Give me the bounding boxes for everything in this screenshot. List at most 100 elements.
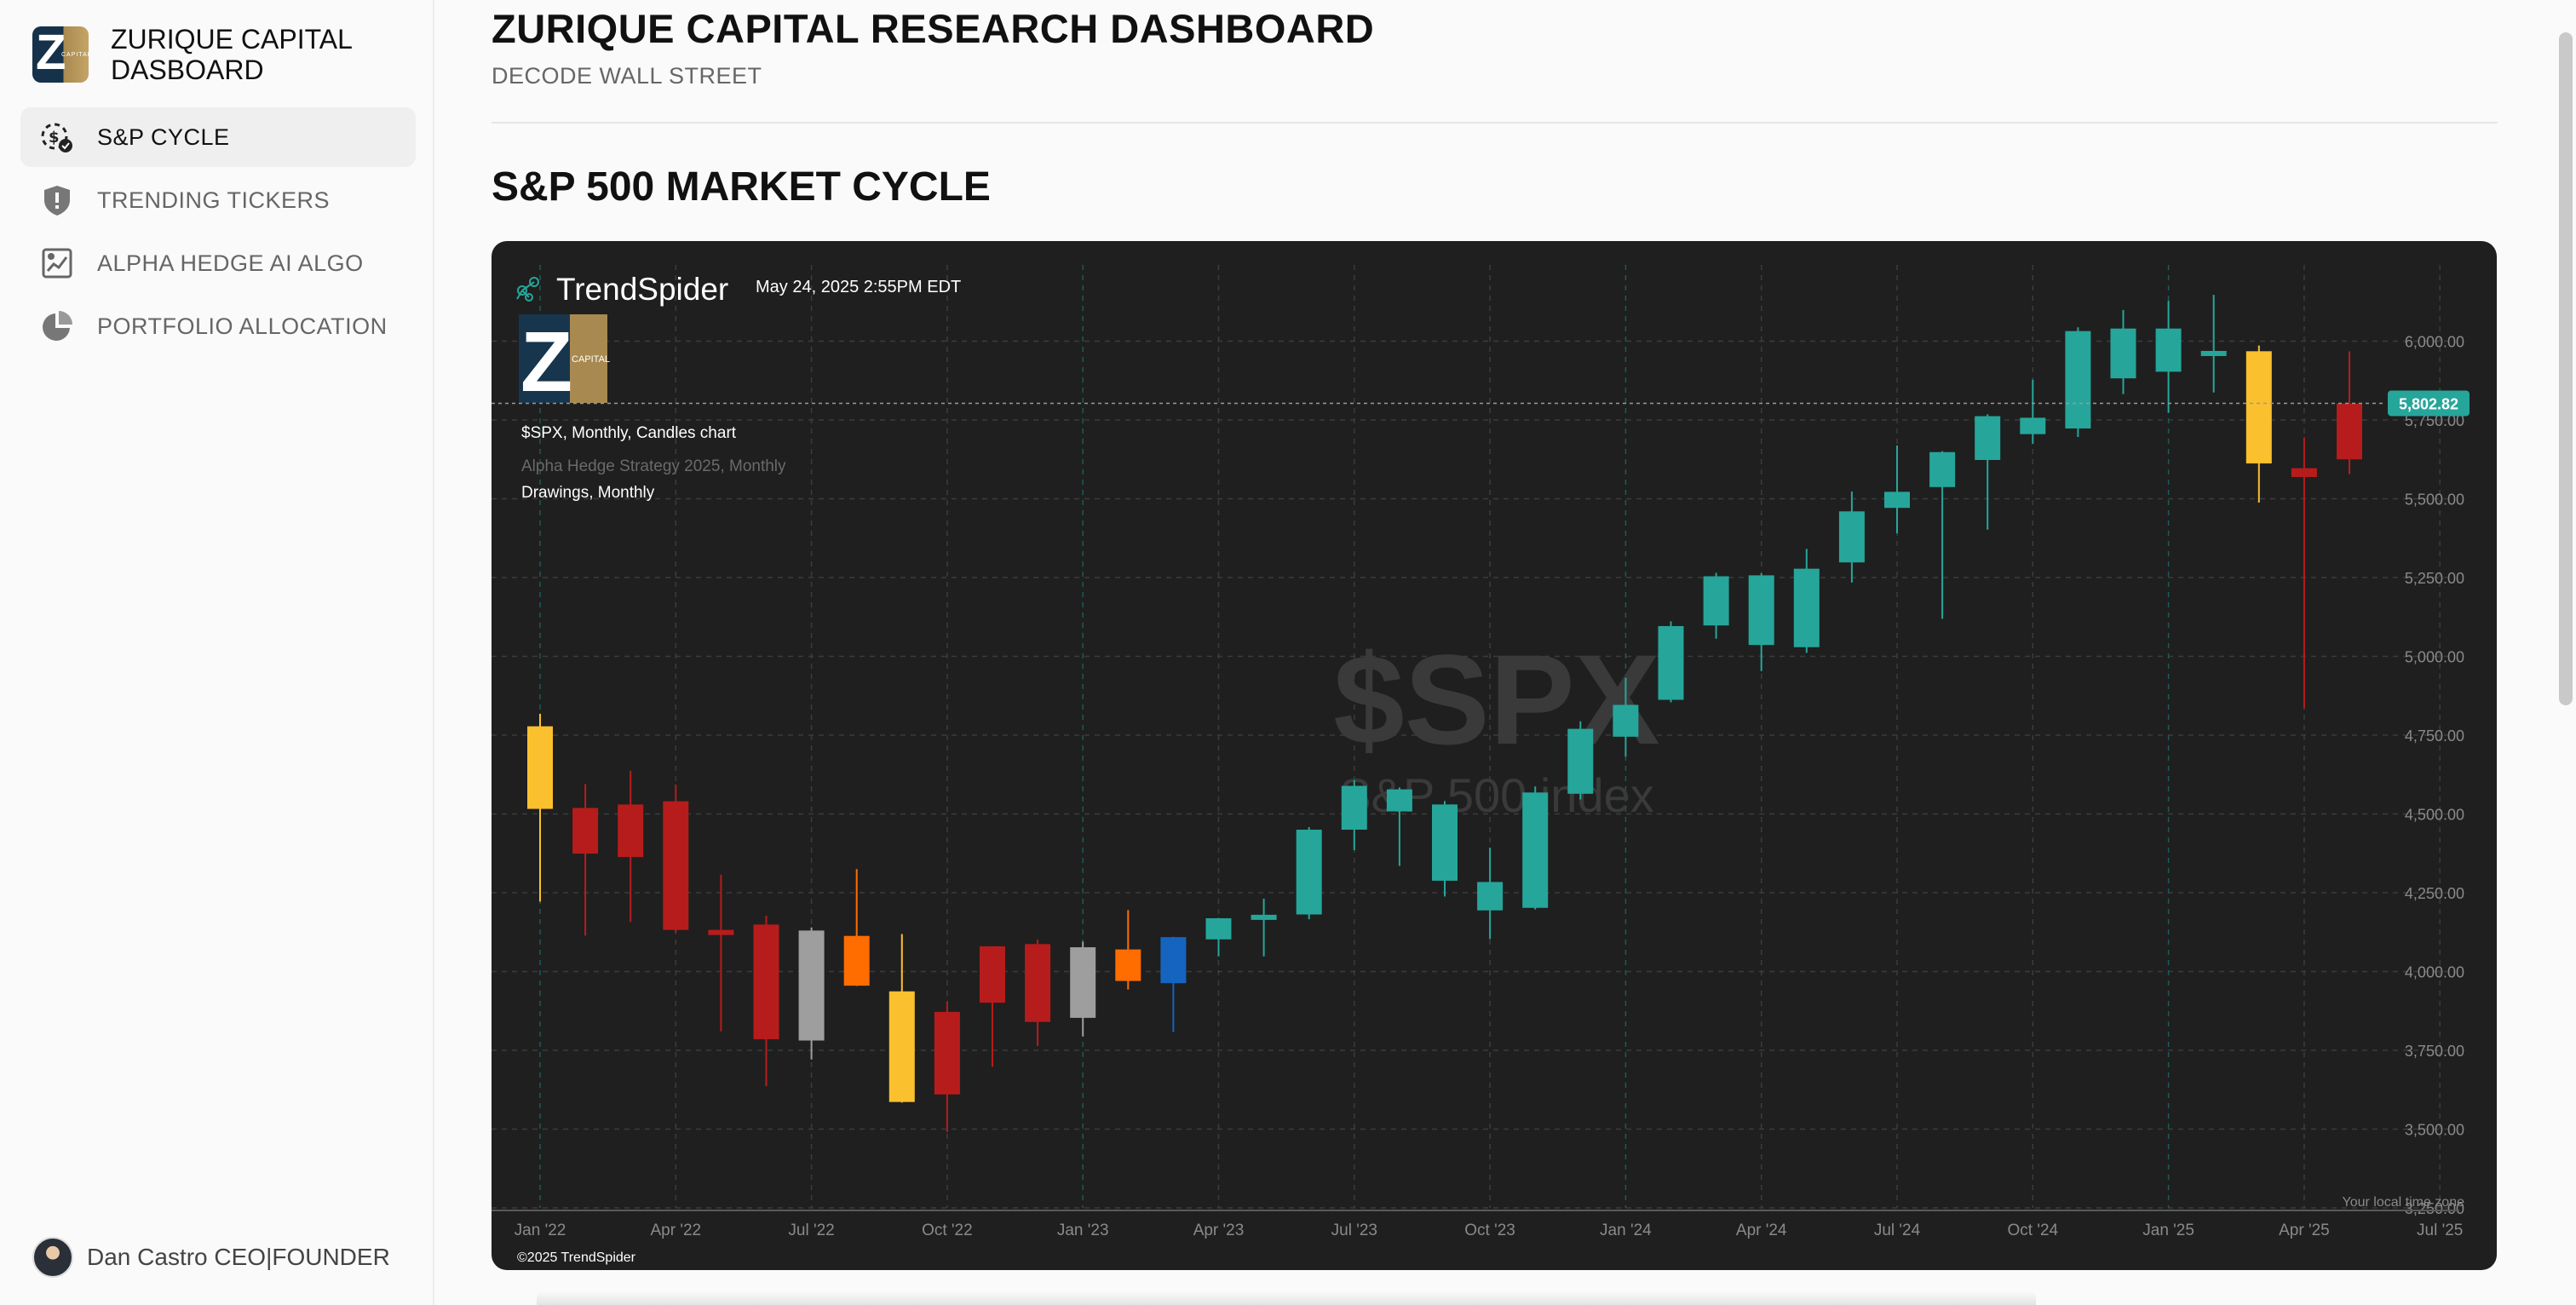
candle-body bbox=[1386, 789, 1412, 812]
sidebar-item-portfolio-allocation[interactable]: PORTFOLIO ALLOCATION bbox=[20, 296, 416, 356]
x-tick-label: Jan '23 bbox=[1057, 1222, 1109, 1239]
candle-body bbox=[1793, 568, 1820, 647]
candle-body bbox=[2020, 417, 2046, 434]
candle-body bbox=[1975, 416, 2001, 460]
chart-footer-copyright: ©2025 TrendSpider bbox=[517, 1250, 636, 1265]
y-tick-label: 5,500.00 bbox=[2405, 492, 2464, 509]
candle-body bbox=[798, 930, 825, 1041]
pie-chart-icon bbox=[39, 308, 75, 344]
zurique-logo-letter: Z bbox=[520, 314, 572, 410]
last-price-label: 5,802.82 bbox=[2399, 395, 2458, 412]
y-tick-label: 3,250.00 bbox=[2405, 1200, 2464, 1217]
sidebar-item-label: PORTFOLIO ALLOCATION bbox=[97, 313, 388, 339]
zurique-logo-sub: CAPITAL bbox=[572, 354, 610, 365]
brand-logo-letter: Z bbox=[36, 26, 66, 80]
svg-text:$: $ bbox=[49, 129, 60, 147]
x-tick-label: Jan '25 bbox=[2142, 1222, 2194, 1239]
section-title: S&P 500 MARKET CYCLE bbox=[492, 164, 991, 210]
last-price-badge bbox=[2388, 390, 2470, 417]
chart-brand: TrendSpider bbox=[556, 272, 728, 307]
candle-body bbox=[934, 1011, 960, 1095]
brand-title: ZURIQUE CAPITAL DASBOARD bbox=[111, 24, 352, 85]
divider bbox=[492, 122, 2498, 124]
sidebar-item-label: S&P CYCLE bbox=[97, 124, 230, 150]
x-tick-label: Jan '24 bbox=[1600, 1222, 1652, 1239]
chart-brain-icon bbox=[39, 245, 75, 281]
sidebar: Z CAPITAL ZURIQUE CAPITAL DASBOARD $ S&P… bbox=[0, 0, 434, 1305]
candle-body bbox=[888, 991, 915, 1102]
x-tick-label: Jul '25 bbox=[2417, 1222, 2463, 1239]
candle-body bbox=[2337, 403, 2362, 460]
candlestick-chart[interactable]: $SPX S&P 500 index 3,250.00 3,500.00 3,750… bbox=[492, 241, 2497, 1270]
y-tick-label: 4,500.00 bbox=[2405, 807, 2464, 824]
x-tick-label: Oct '22 bbox=[922, 1222, 973, 1239]
candle-body bbox=[1703, 576, 1729, 626]
sidebar-item-trending-tickers[interactable]: TRENDING TICKERS bbox=[20, 170, 416, 230]
page-subtitle: DECODE WALL STREET bbox=[492, 63, 762, 89]
x-tick-label: Apr '22 bbox=[650, 1222, 701, 1239]
sidebar-item-label: TRENDING TICKERS bbox=[97, 187, 331, 213]
trendspider-logo-icon bbox=[516, 277, 539, 302]
x-tick-label: Jul '24 bbox=[1874, 1222, 1921, 1239]
candle-body bbox=[843, 935, 870, 986]
sidebar-item-sp-cycle[interactable]: $ S&P CYCLE bbox=[20, 107, 416, 167]
candle-body bbox=[2110, 328, 2136, 379]
candle-body bbox=[527, 726, 553, 809]
candle-body bbox=[2155, 328, 2182, 372]
candle-body bbox=[618, 804, 644, 858]
candle-body bbox=[572, 808, 599, 854]
x-tick-label: Oct '24 bbox=[2007, 1222, 2058, 1239]
avatar bbox=[32, 1237, 73, 1278]
candle-body bbox=[1251, 914, 1277, 920]
y-tick-label: 4,750.00 bbox=[2405, 727, 2464, 744]
candle-body bbox=[1205, 917, 1232, 940]
sidebar-nav: $ S&P CYCLE TRENDING TICKERS bbox=[20, 107, 416, 359]
x-tick-label: Jul '23 bbox=[1331, 1222, 1377, 1239]
y-tick-label: 3,500.00 bbox=[2405, 1122, 2464, 1139]
sidebar-item-alpha-hedge[interactable]: ALPHA HEDGE AI ALGO bbox=[20, 233, 416, 293]
candle-body bbox=[1658, 625, 1684, 700]
chart-watermark-name: S&P 500 index bbox=[1339, 768, 1653, 822]
y-tick-label: 5,750.00 bbox=[2405, 412, 2464, 429]
candle-body bbox=[1070, 947, 1096, 1018]
chart-timestamp: May 24, 2025 2:55PM EDT bbox=[756, 278, 961, 296]
y-tick-label: 5,250.00 bbox=[2405, 570, 2464, 587]
chart-footer-timezone: Your local time zone bbox=[2343, 1195, 2465, 1210]
x-tick-label: Apr '24 bbox=[1736, 1222, 1787, 1239]
x-tick-label: Jul '22 bbox=[788, 1222, 834, 1239]
candle-body bbox=[753, 924, 779, 1040]
candle-body bbox=[1929, 451, 1956, 487]
cycle-dollar-icon: $ bbox=[39, 119, 75, 155]
y-tick-label: 5,000.00 bbox=[2405, 649, 2464, 666]
zurique-logo: Z CAPITAL bbox=[519, 314, 610, 410]
main-content: ZURIQUE CAPITAL RESEARCH DASHBOARD DECOD… bbox=[436, 0, 2576, 1305]
user-profile[interactable]: Dan Castro CEO|FOUNDER bbox=[32, 1237, 390, 1278]
chart-legend-strategy: Alpha Hedge Strategy 2025, Monthly bbox=[521, 457, 786, 475]
brand-logo: Z CAPITAL bbox=[32, 26, 89, 83]
y-tick-label: 4,000.00 bbox=[2405, 964, 2464, 981]
page-title: ZURIQUE CAPITAL RESEARCH DASHBOARD bbox=[492, 6, 1375, 51]
candle-body bbox=[1613, 704, 1639, 737]
candle-body bbox=[1025, 944, 1051, 1022]
x-tick-label: Apr '25 bbox=[2279, 1222, 2330, 1239]
next-section-edge bbox=[537, 1291, 2036, 1305]
candle-body bbox=[1432, 804, 1458, 881]
candle-body bbox=[1160, 937, 1187, 984]
page-scrollbar[interactable] bbox=[2559, 32, 2573, 705]
candle-body bbox=[1341, 785, 1367, 830]
chart-card[interactable]: $SPX S&P 500 index 3,250.00 3,500.00 3,750… bbox=[492, 241, 2497, 1270]
sidebar-item-label: ALPHA HEDGE AI ALGO bbox=[97, 250, 364, 276]
brand[interactable]: Z CAPITAL ZURIQUE CAPITAL DASBOARD bbox=[32, 24, 383, 85]
y-tick-label: 6,000.00 bbox=[2405, 334, 2464, 351]
shield-alert-icon bbox=[39, 182, 75, 218]
y-tick-label: 3,750.00 bbox=[2405, 1043, 2464, 1060]
candle-body bbox=[1115, 949, 1141, 981]
x-tick-label: Apr '23 bbox=[1193, 1222, 1245, 1239]
candle-body bbox=[2291, 468, 2317, 477]
candle-body bbox=[1522, 792, 1549, 908]
candle-body bbox=[2065, 331, 2091, 428]
candle-body bbox=[708, 929, 734, 935]
user-name: Dan Castro CEO|FOUNDER bbox=[87, 1244, 390, 1270]
chart-legend-drawings: Drawings, Monthly bbox=[521, 484, 655, 502]
